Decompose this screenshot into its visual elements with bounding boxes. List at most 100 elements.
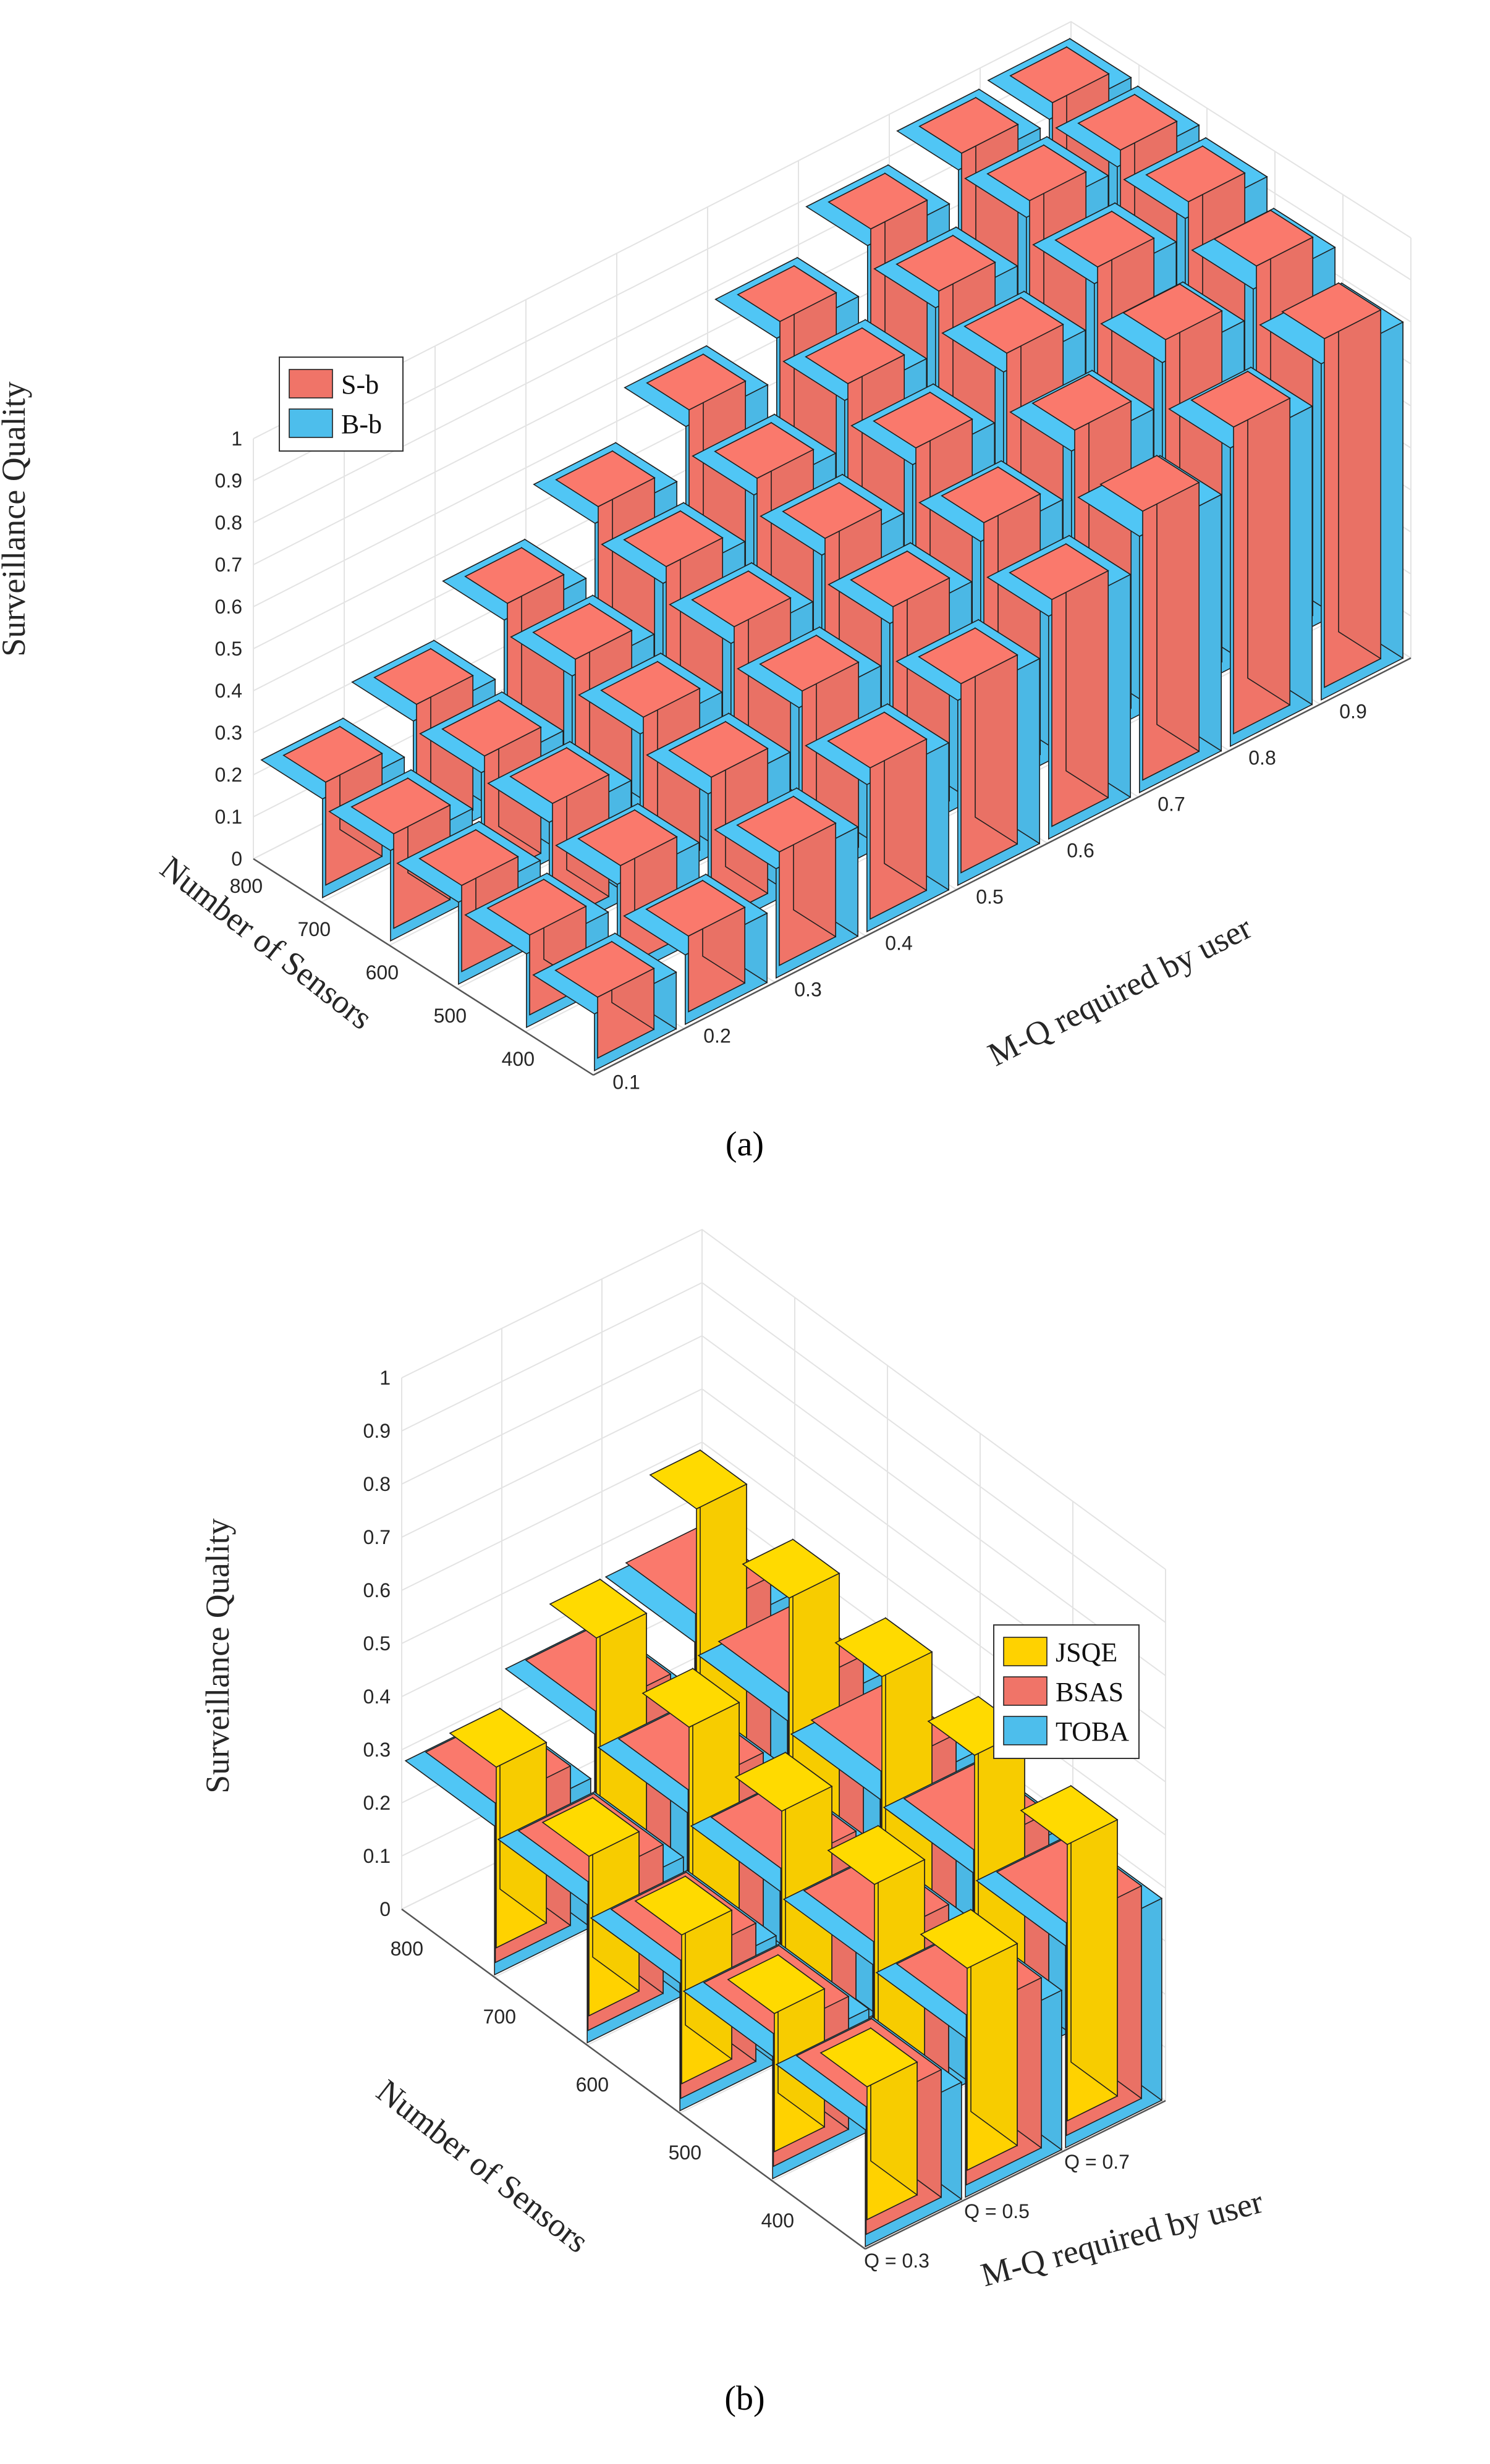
bar-face [1009, 543, 1109, 601]
bar-face [759, 635, 860, 692]
bar-face [873, 392, 973, 449]
bar-s-b [736, 795, 837, 966]
z-tick-label: 0.9 [363, 1420, 391, 1442]
legend-label: BSAS [1056, 1677, 1124, 1707]
y-axis-label: Number of Sensors [370, 2072, 596, 2260]
x-tick-label: 0.6 [1067, 840, 1094, 862]
chart-b-canvas: 0 0.1 0.2 0.3 0.4 0.5 0.6 0.7 0.8 0.9 1 Q = 0.3 Q = … [199, 1228, 1267, 2418]
bar-face [918, 627, 1018, 685]
bar-face [600, 660, 701, 718]
z-tick-label: 0 [231, 848, 242, 870]
bar-face [1054, 211, 1155, 268]
bar-s-b [827, 711, 928, 920]
z-axis-label: Surveillance Quality [0, 381, 32, 656]
bar-face [668, 721, 769, 778]
x-tick-label: Q = 0.7 [1064, 2151, 1130, 2173]
legend: JSQE BSAS TOBA [993, 1624, 1140, 1759]
z-tick-label: 0.9 [215, 470, 242, 492]
x-tick-label: 0.1 [612, 1071, 640, 1094]
grid-line [401, 1228, 1166, 1570]
bar-face [1247, 370, 1290, 706]
legend-swatch [289, 369, 333, 399]
bars [260, 38, 1404, 1072]
z-tick-label: 1 [231, 428, 242, 450]
bar-face [1145, 145, 1246, 203]
bar-face [1031, 374, 1132, 431]
bar-face [737, 265, 837, 323]
y-tick-label: 800 [230, 875, 263, 897]
bar-face [282, 726, 383, 783]
z-tick-label: 0.5 [215, 638, 242, 660]
y-tick-label: 600 [366, 961, 399, 984]
bar-s-b [1009, 542, 1109, 827]
bar-face [828, 172, 928, 230]
bar-jsqe [1020, 1784, 1119, 2122]
bar-face [549, 1579, 648, 1639]
x-tick-label: 0.3 [794, 979, 821, 1001]
z-tick-label: 0.5 [363, 1632, 391, 1655]
chart-panel-b: 0 0.1 0.2 0.3 0.4 0.5 0.6 0.7 0.8 0.9 1 Q = 0.3 Q = … [0, 1205, 1490, 2464]
bar-face [986, 144, 1087, 201]
bar-face [509, 747, 610, 804]
legend-label: TOBA [1056, 1716, 1129, 1747]
x-tick-label: 0.8 [1248, 747, 1276, 769]
x-tick-label: 0.7 [1158, 793, 1185, 816]
bar-s-b [645, 879, 746, 1013]
bar-face [1077, 93, 1178, 151]
caption-b: (b) [724, 2379, 764, 2418]
z-tick-label: 1 [379, 1367, 391, 1389]
bar-face [895, 235, 996, 292]
bar-face [727, 1954, 826, 2014]
bar-face [714, 422, 815, 479]
bar-face [1281, 282, 1382, 340]
bar-face [1020, 1785, 1119, 1846]
bar-face [920, 1909, 1018, 1969]
z-tick-label: 0.3 [363, 1739, 391, 1761]
y-tick-label: 400 [502, 1048, 535, 1070]
bar-jsqe [819, 2027, 918, 2221]
bar-jsqe [920, 1909, 1018, 2171]
x-axis-line [593, 657, 1412, 1076]
legend-label: B-b [341, 409, 382, 439]
bar-face [641, 1668, 740, 1728]
z-tick-label: 0.7 [215, 554, 242, 576]
bar-face [1009, 46, 1110, 104]
bar-face [834, 1617, 933, 1677]
z-tick-label: 0.2 [363, 1792, 391, 1814]
bar-s-b [1099, 454, 1200, 781]
x-tick-label: Q = 0.3 [864, 2250, 929, 2272]
z-tick-label: 0.6 [363, 1579, 391, 1601]
legend-swatch [1003, 1716, 1048, 1745]
bar-face [649, 1449, 748, 1510]
bar-s-b [554, 940, 655, 1059]
y-tick-label: 700 [298, 918, 331, 940]
bar-face [1099, 455, 1200, 512]
bar-face [634, 1875, 733, 1936]
bar-face [734, 1752, 833, 1812]
bar-face [1122, 283, 1223, 340]
legend-swatch [1003, 1637, 1048, 1666]
bar-face [782, 482, 883, 539]
x-axis-label: M-Q required by user [982, 909, 1257, 1074]
bar-face [486, 879, 587, 936]
bar-face [850, 551, 950, 607]
chart-a-canvas: 0 0.1 0.2 0.3 0.4 0.5 0.6 0.7 0.8 0.9 1 0.1 0.2 0.3 0.… [0, 20, 1412, 1163]
z-tick-label: 0.1 [215, 806, 242, 828]
bar-face [736, 795, 837, 853]
z-tick-label: 0.4 [363, 1686, 391, 1708]
y-axis-line [401, 1908, 866, 2250]
bar-face [418, 829, 519, 886]
legend-label: JSQE [1056, 1637, 1117, 1668]
z-tick-label: 0.7 [363, 1526, 391, 1548]
y-tick-label: 600 [576, 2074, 609, 2096]
bar-face [350, 777, 451, 835]
legend-label: S-b [341, 369, 379, 400]
z-tick-label: 0.2 [215, 764, 242, 786]
bar-face [805, 327, 905, 384]
bar-face [645, 880, 746, 937]
x-tick-label: 0.5 [976, 886, 1003, 908]
bar-face [691, 570, 792, 628]
caption-a: (a) [726, 1125, 764, 1163]
bar-face [449, 1708, 548, 1768]
bar-face [532, 603, 633, 660]
